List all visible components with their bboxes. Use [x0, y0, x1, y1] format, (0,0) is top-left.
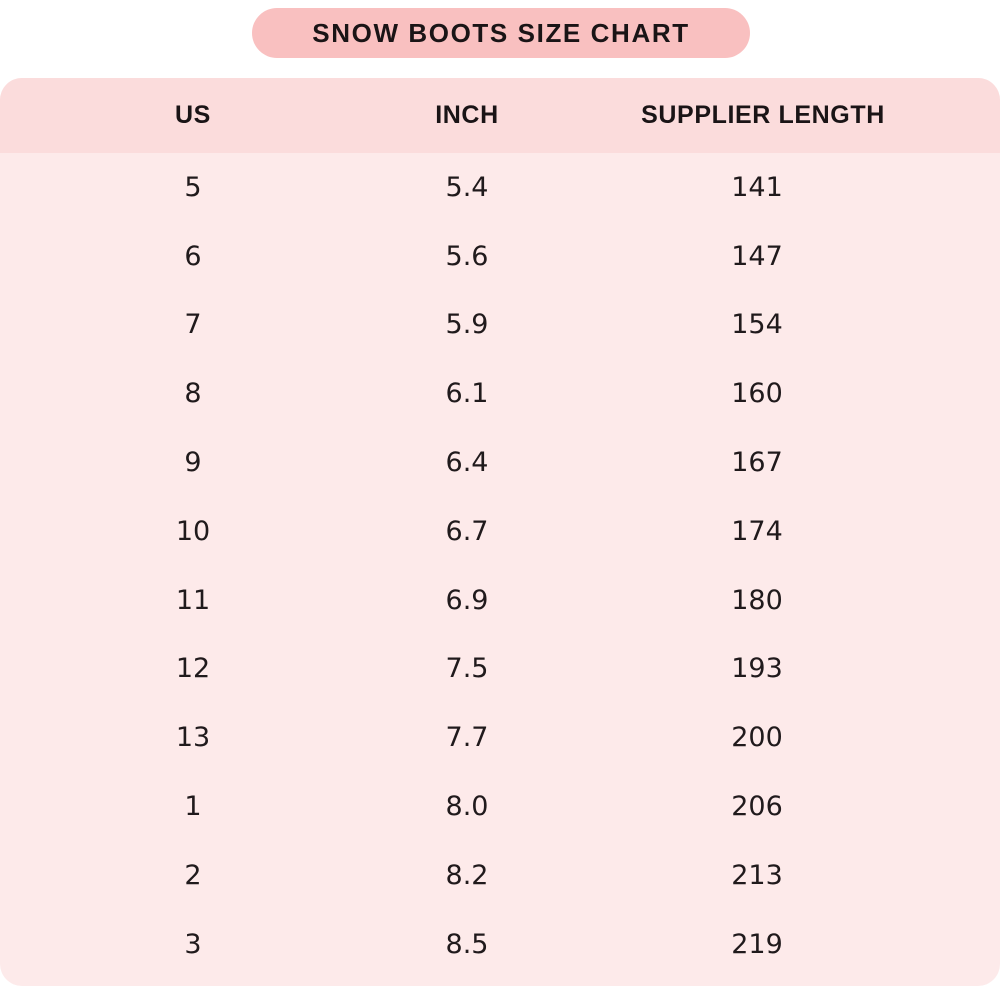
- cell-inch: 7.5: [445, 653, 489, 685]
- cell-inch: 6.1: [445, 378, 489, 410]
- table-header-band: [0, 78, 1000, 153]
- cell-inch: 6.7: [445, 515, 489, 547]
- cell-inch: 6.4: [445, 447, 489, 479]
- cell-us: 7: [184, 309, 202, 341]
- table-row: 9 6.4 167: [0, 428, 1000, 497]
- size-chart-table: US INCH SUPPLIER LENGTH 5 5.4 141 6 5.6 …: [0, 78, 1000, 986]
- cell-supplier-length: 219: [731, 928, 783, 960]
- table-row: 6 5.6 147: [0, 222, 1000, 291]
- table-row: 2 8.2 213: [0, 841, 1000, 910]
- cell-inch: 6.9: [445, 584, 489, 616]
- cell-us: 3: [184, 928, 202, 960]
- cell-supplier-length: 154: [731, 309, 783, 341]
- table-row: 12 7.5 193: [0, 635, 1000, 704]
- cell-supplier-length: 180: [731, 584, 783, 616]
- cell-inch: 5.4: [445, 171, 489, 203]
- cell-us: 12: [175, 653, 211, 685]
- cell-us: 6: [184, 240, 202, 272]
- cell-supplier-length: 174: [731, 515, 783, 547]
- cell-supplier-length: 200: [731, 722, 783, 754]
- cell-supplier-length: 141: [731, 171, 783, 203]
- cell-us: 10: [175, 515, 211, 547]
- table-body: 5 5.4 141 6 5.6 147 7 5.9 154 8 6.1 160 …: [0, 153, 1000, 979]
- cell-us: 1: [184, 791, 202, 823]
- cell-us: 5: [184, 171, 202, 203]
- cell-us: 2: [184, 859, 202, 891]
- cell-us: 13: [175, 722, 211, 754]
- cell-supplier-length: 160: [731, 378, 783, 410]
- table-row: 7 5.9 154: [0, 291, 1000, 360]
- table-row: 3 8.5 219: [0, 910, 1000, 979]
- cell-inch: 5.6: [445, 240, 489, 272]
- cell-inch: 7.7: [445, 722, 489, 754]
- chart-title-pill: SNOW BOOTS SIZE CHART: [252, 8, 750, 58]
- cell-supplier-length: 213: [731, 859, 783, 891]
- cell-inch: 8.5: [445, 928, 489, 960]
- column-header-inch: INCH: [435, 101, 499, 129]
- table-row: 13 7.7 200: [0, 703, 1000, 772]
- cell-supplier-length: 147: [731, 240, 783, 272]
- table-header-row: US INCH SUPPLIER LENGTH: [0, 78, 1000, 153]
- cell-supplier-length: 206: [731, 791, 783, 823]
- table-row: 8 6.1 160: [0, 359, 1000, 428]
- cell-supplier-length: 167: [731, 447, 783, 479]
- cell-inch: 5.9: [445, 309, 489, 341]
- column-header-us: US: [175, 101, 211, 129]
- table-row: 10 6.7 174: [0, 497, 1000, 566]
- table-row: 1 8.0 206: [0, 772, 1000, 841]
- page-title: SNOW BOOTS SIZE CHART: [312, 18, 690, 48]
- cell-us: 11: [175, 584, 211, 616]
- cell-us: 8: [184, 378, 202, 410]
- column-header-supplier-length: SUPPLIER LENGTH: [641, 101, 885, 129]
- cell-inch: 8.2: [445, 859, 489, 891]
- cell-supplier-length: 193: [731, 653, 783, 685]
- cell-us: 9: [184, 447, 202, 479]
- table-row: 5 5.4 141: [0, 153, 1000, 222]
- table-row: 11 6.9 180: [0, 566, 1000, 635]
- cell-inch: 8.0: [445, 791, 489, 823]
